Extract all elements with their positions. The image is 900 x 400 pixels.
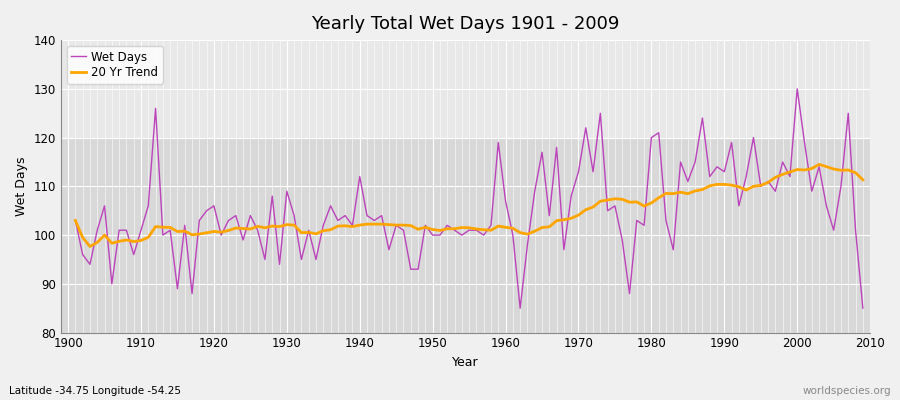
20 Yr Trend	[595, 199, 606, 204]
20 Yr Trend	[814, 162, 824, 167]
Wet Days	[493, 140, 504, 145]
Line: 20 Yr Trend: 20 Yr Trend	[76, 164, 863, 246]
20 Yr Trend	[70, 218, 81, 223]
20 Yr Trend	[85, 244, 95, 249]
Wet Days	[858, 306, 868, 311]
20 Yr Trend	[296, 230, 307, 235]
X-axis label: Year: Year	[452, 356, 479, 369]
Text: Latitude -34.75 Longitude -54.25: Latitude -34.75 Longitude -54.25	[9, 386, 181, 396]
Wet Days	[792, 86, 803, 91]
Wet Days	[70, 218, 81, 223]
Bar	[61, 138, 870, 332]
20 Yr Trend	[136, 238, 147, 243]
Wet Days	[595, 111, 606, 116]
20 Yr Trend	[500, 225, 511, 230]
Wet Days	[515, 306, 526, 311]
Wet Days	[332, 218, 343, 223]
20 Yr Trend	[340, 224, 351, 228]
Title: Yearly Total Wet Days 1901 - 2009: Yearly Total Wet Days 1901 - 2009	[311, 15, 619, 33]
Wet Days	[289, 213, 300, 218]
Legend: Wet Days, 20 Yr Trend: Wet Days, 20 Yr Trend	[67, 46, 163, 84]
Line: Wet Days: Wet Days	[76, 89, 863, 308]
20 Yr Trend	[508, 226, 518, 231]
Y-axis label: Wet Days: Wet Days	[15, 156, 28, 216]
Wet Days	[129, 252, 140, 257]
Bar	[61, 40, 870, 138]
Wet Days	[500, 198, 511, 203]
Text: worldspecies.org: worldspecies.org	[803, 386, 891, 396]
20 Yr Trend	[858, 177, 868, 182]
